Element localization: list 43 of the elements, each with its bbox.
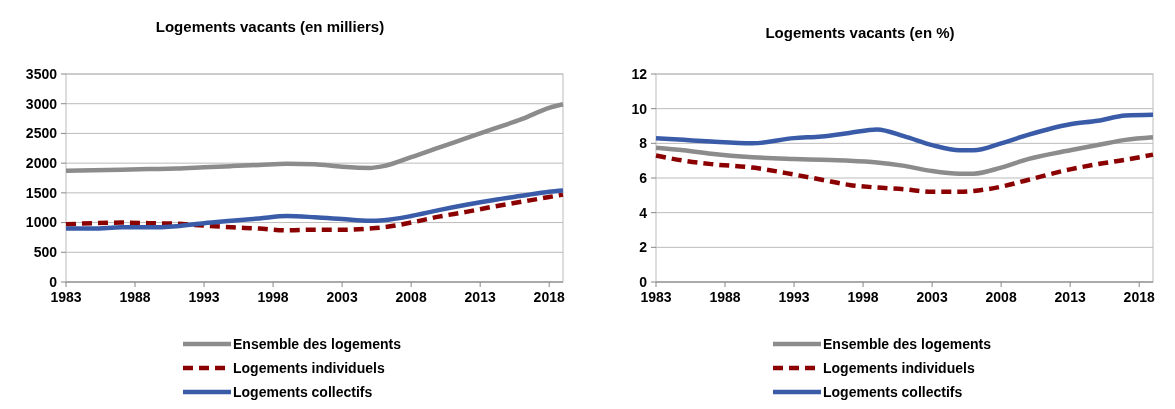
- y-tick-label: 2500: [25, 125, 58, 142]
- x-tick-label: 1983: [50, 289, 82, 305]
- legend-label: Logements collectifs: [233, 383, 373, 400]
- y-tick-label: 0: [639, 273, 648, 290]
- y-tick-label: 6: [639, 169, 648, 186]
- y-tick-label: 12: [631, 65, 648, 82]
- y-tick-label: 2000: [25, 155, 58, 172]
- x-tick-label: 2008: [985, 289, 1017, 305]
- x-tick-label: 2013: [1054, 289, 1086, 305]
- legend-label: Ensemble des logements: [823, 335, 992, 352]
- y-tick-label: 2: [639, 239, 648, 256]
- y-tick-label: 8: [639, 135, 648, 152]
- x-tick-label: 1993: [778, 289, 810, 305]
- y-tick-label: 10: [631, 100, 648, 117]
- x-tick-label: 2003: [326, 289, 358, 305]
- y-tick-label: 1500: [25, 184, 58, 201]
- y-tick-label: 3500: [25, 65, 58, 82]
- legend-label: Logements individuels: [233, 359, 385, 376]
- legend-label: Logements collectifs: [823, 383, 963, 400]
- y-tick-label: 4: [639, 204, 648, 221]
- y-tick-label: 0: [49, 273, 58, 290]
- x-tick-label: 2003: [916, 289, 948, 305]
- x-tick-label: 2018: [533, 289, 565, 305]
- y-tick-label: 500: [33, 244, 58, 261]
- y-tick-label: 3000: [25, 95, 58, 112]
- line-series: [653, 135, 1156, 176]
- x-tick-label: 2018: [1123, 289, 1155, 305]
- x-tick-label: 1998: [257, 289, 289, 305]
- y-tick-label: 1000: [25, 214, 58, 231]
- legend-label: Logements individuels: [823, 359, 975, 376]
- chart-title: Logements vacants (en milliers): [155, 18, 385, 35]
- x-tick-label: 1998: [847, 289, 879, 305]
- x-tick-label: 2008: [395, 289, 427, 305]
- legend-label: Ensemble des logements: [233, 335, 402, 352]
- x-tick-label: 1993: [188, 289, 220, 305]
- x-tick-label: 1988: [709, 289, 741, 305]
- line-series: [653, 152, 1156, 195]
- line-series: [653, 112, 1156, 153]
- x-tick-label: 1988: [119, 289, 151, 305]
- x-tick-label: 2013: [464, 289, 496, 305]
- line-series: [63, 102, 566, 174]
- x-tick-label: 1983: [640, 289, 672, 305]
- chart-title: Logements vacants (en %): [765, 24, 955, 41]
